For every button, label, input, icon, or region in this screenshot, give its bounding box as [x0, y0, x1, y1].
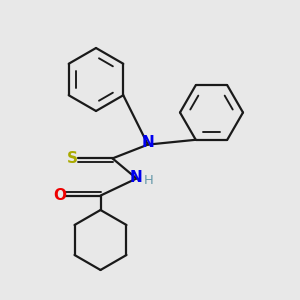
- Text: S: S: [67, 151, 78, 166]
- Text: O: O: [53, 188, 67, 203]
- Text: N: N: [142, 135, 154, 150]
- Text: H: H: [144, 173, 154, 187]
- Text: N: N: [130, 169, 142, 184]
